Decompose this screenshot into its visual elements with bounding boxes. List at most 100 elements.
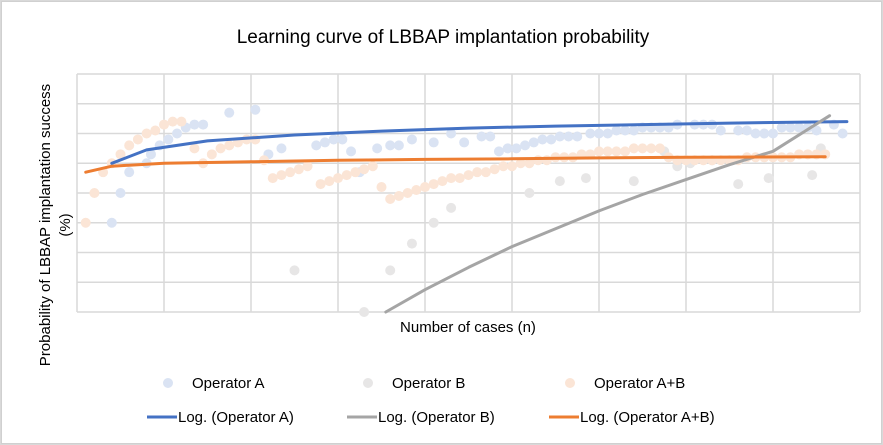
point-operator-a-b <box>533 155 544 166</box>
point-operator-a-b <box>402 188 413 198</box>
legend-item-log-operator-a-b: Log. (Operator A+B) <box>549 409 715 426</box>
point-operator-a <box>115 188 126 198</box>
point-operator-b <box>554 176 565 187</box>
point-operator-b <box>428 217 439 228</box>
trendline-log-operator-a-b <box>84 155 827 174</box>
point-operator-a-b <box>637 143 648 154</box>
point-operator-a-b <box>646 143 657 154</box>
point-operator-b <box>733 179 744 190</box>
point-operator-a-b <box>80 217 91 228</box>
point-operator-a <box>602 128 613 139</box>
point-operator-a <box>733 125 744 136</box>
point-operator-a-b <box>489 164 500 175</box>
point-operator-a-b <box>115 149 126 160</box>
point-operator-a <box>537 134 548 145</box>
point-operator-a-b <box>124 140 135 151</box>
point-operator-a-b <box>315 179 326 190</box>
point-operator-b <box>289 265 300 276</box>
point-operator-a <box>163 134 174 145</box>
point-operator-a-b <box>367 161 378 172</box>
point-operator-a-b <box>420 182 430 193</box>
point-operator-a-b <box>594 146 604 157</box>
point-operator-a-b <box>167 116 178 127</box>
point-operator-a <box>393 140 404 151</box>
chart-legend: Operator A Operator B Operator A+B Log. (Op… <box>147 375 715 426</box>
point-operator-a-b <box>611 146 622 157</box>
point-operator-b <box>807 170 818 181</box>
point-operator-a <box>741 125 752 136</box>
point-operator-a <box>250 104 261 115</box>
point-operator-a-b <box>159 119 169 130</box>
point-operator-a <box>106 217 117 228</box>
point-operator-a <box>337 134 348 145</box>
point-operator-a-b <box>324 176 335 187</box>
point-operator-a-b <box>376 182 387 193</box>
point-operator-a-b <box>654 143 665 154</box>
point-operator-a <box>406 134 417 145</box>
point-operator-a <box>485 131 496 142</box>
scatter-points <box>80 104 848 317</box>
y-axis-label: Probability of LBBAP implantation succes… <box>37 84 74 366</box>
point-operator-a <box>563 131 574 142</box>
point-operator-a <box>276 143 287 154</box>
point-operator-a <box>585 128 596 139</box>
point-operator-a <box>811 125 822 136</box>
point-operator-a <box>346 146 357 157</box>
point-operator-b <box>406 238 417 249</box>
point-operator-a-b <box>224 140 235 151</box>
point-operator-a-b <box>276 170 287 181</box>
legend-label-log-operator-a: Log. (Operator A) <box>178 409 294 426</box>
point-operator-a <box>546 134 557 145</box>
trendline-log-operator-b <box>384 114 832 314</box>
legend-label-operator-b: Operator B <box>392 375 465 392</box>
legend-item-log-operator-b: Log. (Operator B) <box>347 409 495 426</box>
point-operator-a-b <box>333 173 343 184</box>
legend-item-operator-a-b: Operator A+B <box>565 375 685 392</box>
point-operator-b <box>446 202 457 213</box>
point-operator-a-b <box>267 173 278 184</box>
point-operator-a <box>385 140 396 151</box>
point-operator-a <box>572 131 583 142</box>
point-operator-a-b <box>411 185 422 196</box>
point-operator-a <box>594 128 604 139</box>
point-operator-a <box>428 137 439 148</box>
point-operator-a-b <box>150 125 161 136</box>
point-operator-a <box>837 128 848 139</box>
point-operator-a <box>628 125 639 136</box>
point-operator-a-b <box>215 143 226 154</box>
point-operator-b <box>359 307 370 317</box>
point-operator-a <box>198 119 209 130</box>
point-operator-a-b <box>206 149 217 160</box>
y-axis-label-line-1: Probability of LBBAP implantation succes… <box>37 84 54 366</box>
point-operator-a-b <box>132 134 143 145</box>
point-operator-b <box>580 173 591 184</box>
point-operator-a-b <box>293 164 304 175</box>
plot-grid <box>76 73 861 313</box>
point-operator-a <box>528 137 539 148</box>
point-operator-a-b <box>359 164 370 175</box>
point-operator-a <box>759 128 770 139</box>
point-operator-a-b <box>341 170 352 181</box>
x-axis-label: Number of cases (n) <box>400 319 536 336</box>
point-operator-a-b <box>498 161 509 172</box>
point-operator-a <box>520 140 531 151</box>
point-operator-a <box>145 149 156 160</box>
point-operator-a-b <box>602 146 613 157</box>
legend-item-operator-a: Operator A <box>163 375 265 392</box>
point-operator-a-b <box>480 167 491 178</box>
point-operator-b <box>628 176 639 187</box>
point-operator-a-b <box>541 155 552 166</box>
point-operator-a-b <box>446 173 457 184</box>
point-operator-a-b <box>428 179 439 190</box>
point-operator-a <box>328 134 339 145</box>
point-operator-a-b <box>454 173 465 184</box>
point-operator-a <box>372 143 383 154</box>
point-operator-a-b <box>620 146 631 157</box>
point-operator-a-b <box>507 161 517 172</box>
point-operator-a <box>459 137 470 148</box>
point-operator-a-b <box>515 158 526 169</box>
point-operator-a <box>446 128 457 139</box>
legend-label-log-operator-a-b: Log. (Operator A+B) <box>580 409 715 426</box>
legend-item-operator-b: Operator B <box>363 375 465 392</box>
